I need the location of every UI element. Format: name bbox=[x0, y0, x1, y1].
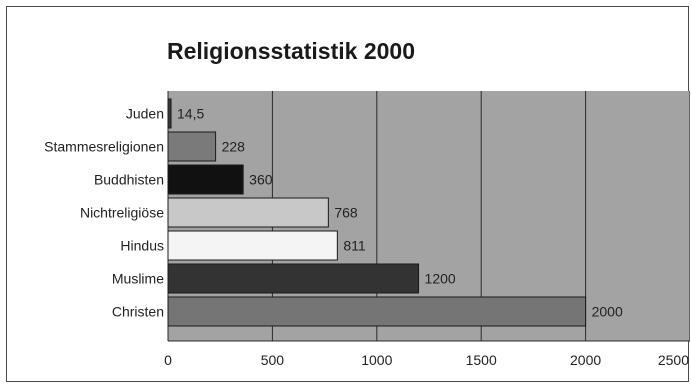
category-label: Stammesreligionen bbox=[44, 139, 164, 155]
bar-muslime bbox=[167, 263, 420, 294]
bar-nichtreligiöse bbox=[167, 197, 329, 228]
category-label: Christen bbox=[112, 304, 164, 320]
value-label: 228 bbox=[222, 139, 246, 155]
plot-area: Juden 14,5 Stammesreligionen 228 Buddhisten 3… bbox=[44, 91, 690, 368]
category-label: Nichtreligiöse bbox=[80, 205, 164, 221]
chart-title: Religionsstatistik 2000 bbox=[167, 38, 415, 64]
value-label: 1200 bbox=[425, 271, 456, 287]
x-tick-label: 2000 bbox=[570, 352, 601, 368]
value-label: 360 bbox=[249, 172, 273, 188]
value-label: 768 bbox=[334, 205, 358, 221]
bar-hindus bbox=[167, 230, 338, 261]
bar-chart: Religionsstatistik 2000 Juden 14,5 Stammes… bbox=[44, 38, 690, 368]
x-tick-label: 1500 bbox=[466, 352, 497, 368]
chart-frame: Religionsstatistik 2000 Juden 14,5 Stammes… bbox=[6, 6, 690, 382]
category-label: Buddhisten bbox=[94, 172, 164, 188]
category-label: Juden bbox=[126, 106, 164, 122]
category-label: Hindus bbox=[120, 238, 164, 254]
x-tick-label: 2500 bbox=[658, 352, 689, 368]
value-label: 811 bbox=[343, 238, 366, 254]
bar-juden bbox=[167, 98, 172, 129]
value-label: 14,5 bbox=[177, 106, 204, 122]
bar-buddhisten bbox=[167, 164, 244, 195]
x-tick-label: 0 bbox=[164, 352, 172, 368]
value-label: 2000 bbox=[592, 304, 623, 320]
category-label: Muslime bbox=[112, 271, 164, 287]
bar-christen bbox=[167, 296, 587, 327]
bar-stammesreligionen bbox=[167, 131, 217, 162]
x-tick-label: 500 bbox=[261, 352, 285, 368]
x-tick-label: 1000 bbox=[361, 352, 392, 368]
